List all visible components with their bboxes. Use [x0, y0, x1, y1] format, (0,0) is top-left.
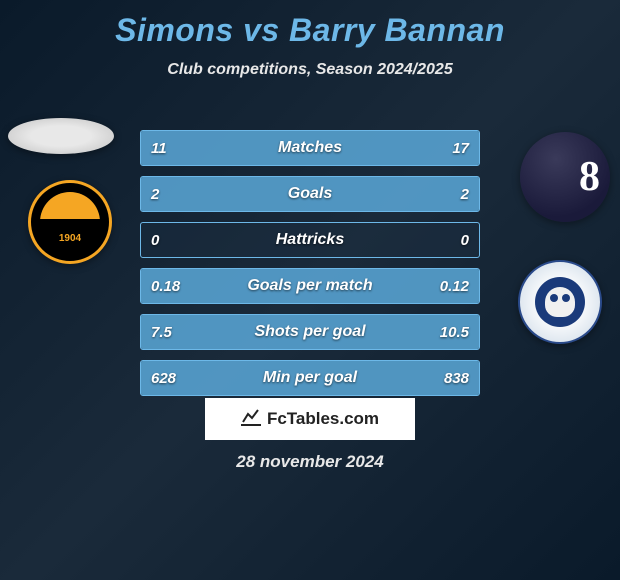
stat-value-right: 0.12: [440, 278, 469, 295]
stat-row-goals-per-match: 0.18 Goals per match 0.12: [140, 268, 480, 304]
page-title: Simons vs Barry Bannan: [0, 0, 620, 49]
stat-label: Hattricks: [276, 231, 344, 249]
stat-row-min-per-goal: 628 Min per goal 838: [140, 360, 480, 396]
stat-value-left: 2: [151, 186, 159, 203]
chart-icon: [241, 408, 261, 431]
stat-label: Shots per goal: [254, 323, 365, 341]
stat-label: Matches: [278, 139, 342, 157]
stat-label: Goals: [288, 185, 332, 203]
stat-value-right: 838: [444, 370, 469, 387]
brand-text: FcTables.com: [267, 409, 379, 429]
stat-value-left: 0: [151, 232, 159, 249]
stat-row-hattricks: 0 Hattricks 0: [140, 222, 480, 258]
stat-fill-left: [141, 177, 310, 211]
stat-row-matches: 11 Matches 17: [140, 130, 480, 166]
stat-value-right: 10.5: [440, 324, 469, 341]
stat-value-right: 17: [452, 140, 469, 157]
stat-value-left: 0.18: [151, 278, 180, 295]
stat-row-shots-per-goal: 7.5 Shots per goal 10.5: [140, 314, 480, 350]
stats-container: 11 Matches 17 2 Goals 2 0 Hattricks 0 0.…: [0, 120, 620, 406]
stat-value-right: 0: [461, 232, 469, 249]
stat-value-left: 7.5: [151, 324, 172, 341]
brand-link[interactable]: FcTables.com: [205, 398, 415, 440]
footer-date: 28 november 2024: [0, 452, 620, 472]
stat-value-left: 628: [151, 370, 176, 387]
subtitle: Club competitions, Season 2024/2025: [0, 61, 620, 79]
stat-value-right: 2: [461, 186, 469, 203]
stat-fill-right: [310, 177, 479, 211]
stat-label: Min per goal: [263, 369, 357, 387]
stat-label: Goals per match: [247, 277, 372, 295]
stat-row-goals: 2 Goals 2: [140, 176, 480, 212]
stat-value-left: 11: [151, 140, 167, 157]
